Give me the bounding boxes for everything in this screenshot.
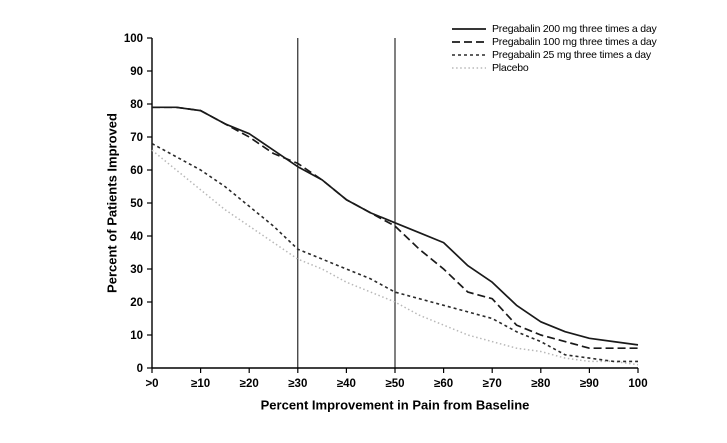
svg-text:60: 60 bbox=[130, 165, 143, 177]
legend-label: Pregabalin 100 mg three times a day bbox=[492, 35, 657, 48]
svg-text:10: 10 bbox=[130, 330, 143, 342]
legend-item: Pregabalin 100 mg three times a day bbox=[452, 35, 657, 48]
svg-text:50: 50 bbox=[130, 198, 143, 210]
svg-text:≥70: ≥70 bbox=[483, 378, 502, 390]
svg-text:≥90: ≥90 bbox=[580, 378, 599, 390]
svg-text:90: 90 bbox=[130, 66, 143, 78]
legend-line-sample bbox=[452, 38, 486, 46]
legend-label: Pregabalin 25 mg three times a day bbox=[492, 48, 651, 61]
svg-text:30: 30 bbox=[130, 264, 143, 276]
svg-text:≥60: ≥60 bbox=[434, 378, 453, 390]
legend: Pregabalin 200 mg three times a day Preg… bbox=[452, 22, 657, 74]
svg-text:100: 100 bbox=[124, 33, 143, 45]
svg-text:80: 80 bbox=[130, 99, 143, 111]
svg-text:20: 20 bbox=[130, 297, 143, 309]
x-axis-title: Percent Improvement in Pain from Baselin… bbox=[260, 397, 530, 413]
svg-text:≥40: ≥40 bbox=[337, 378, 356, 390]
legend-line-sample bbox=[452, 25, 486, 33]
svg-text:≥30: ≥30 bbox=[288, 378, 307, 390]
svg-text:40: 40 bbox=[130, 231, 143, 243]
legend-item: Pregabalin 200 mg three times a day bbox=[452, 22, 657, 35]
svg-text:≥50: ≥50 bbox=[385, 378, 404, 390]
svg-text:70: 70 bbox=[130, 132, 143, 144]
svg-text:≥20: ≥20 bbox=[240, 378, 259, 390]
legend-line-sample bbox=[452, 51, 486, 59]
svg-text:≥80: ≥80 bbox=[531, 378, 550, 390]
legend-label: Placebo bbox=[492, 61, 529, 74]
svg-text:100: 100 bbox=[628, 378, 647, 390]
legend-label: Pregabalin 200 mg three times a day bbox=[492, 22, 657, 35]
legend-item: Placebo bbox=[452, 61, 657, 74]
y-axis-title: Percent of Patients Improved bbox=[104, 113, 120, 293]
legend-item: Pregabalin 25 mg three times a day bbox=[452, 48, 657, 61]
svg-text:>0: >0 bbox=[145, 378, 158, 390]
svg-text:0: 0 bbox=[137, 363, 143, 375]
svg-text:≥10: ≥10 bbox=[191, 378, 210, 390]
legend-line-sample bbox=[452, 64, 486, 72]
